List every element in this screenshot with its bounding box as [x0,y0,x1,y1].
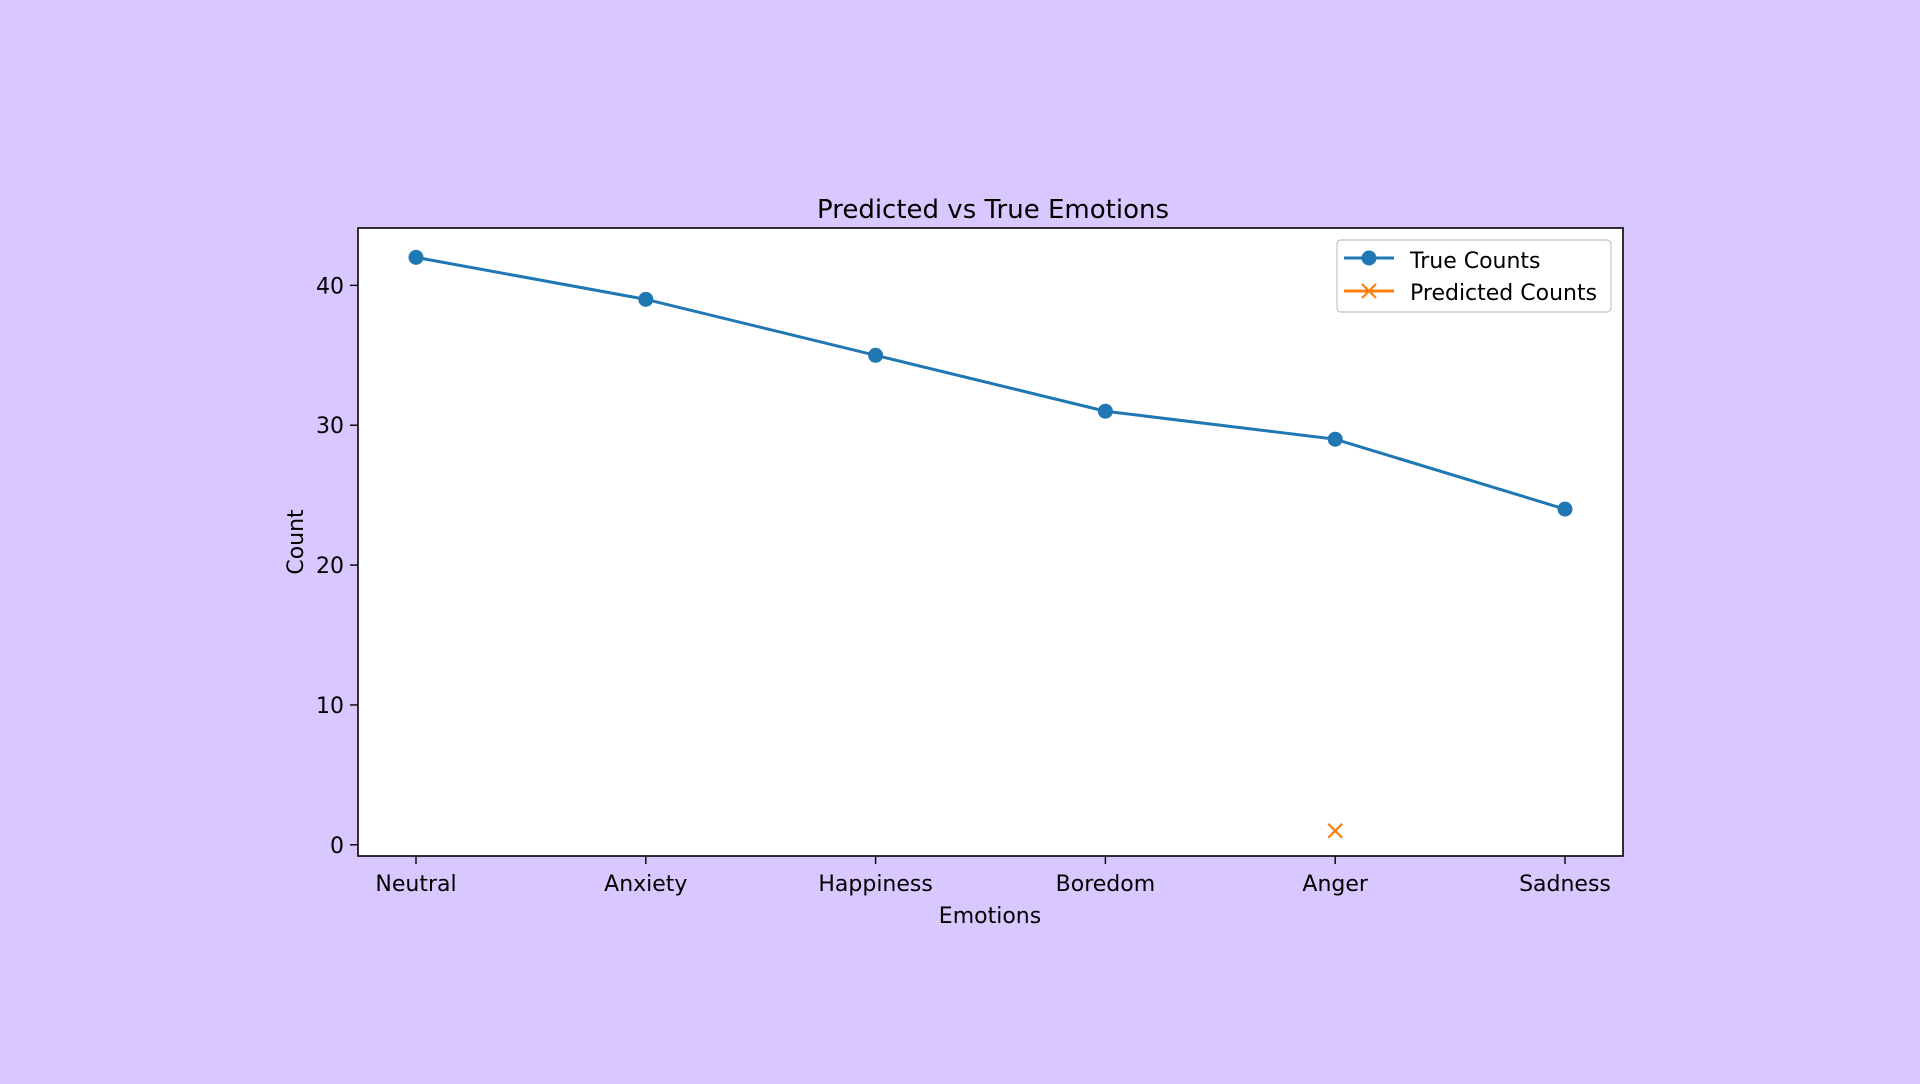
chart-title: Predicted vs True Emotions [817,195,1169,225]
legend-entry-true-counts: True Counts [1344,249,1541,274]
point-true-counts-happiness [868,347,884,363]
axis-ticks: Neutral Anxiety Happiness Boredom Anger Sadne… [316,274,1611,897]
x-tick-label-happiness: Happiness [818,872,932,897]
plot-area [358,228,1623,856]
x-axis-label: Emotions [939,904,1041,929]
legend-predicted-counts-marker [1361,283,1377,299]
y-tick-label-20: 20 [316,554,344,579]
legend-true-counts-label: True Counts [1409,249,1541,274]
legend-true-counts-marker [1361,250,1377,266]
y-tick-label-0: 0 [330,834,344,859]
legend-predicted-counts-label: Predicted Counts [1410,281,1597,306]
point-true-counts-sadness [1557,501,1573,517]
y-axis-label: Count [284,509,309,575]
legend-entry-predicted-counts: Predicted Counts [1344,281,1597,306]
x-tick-label-boredom: Boredom [1056,872,1156,897]
legend-box [1336,239,1612,313]
x-tick-label-sadness: Sadness [1519,872,1611,897]
x-tick-label-anxiety: Anxiety [604,872,687,897]
plot-frame [357,227,1624,857]
y-tick-label-10: 10 [316,694,344,719]
series-line-true-counts [415,255,1566,511]
y-tick-label-40: 40 [316,274,344,299]
point-predicted-counts-anger [1327,823,1343,839]
x-tick-label-anger: Anger [1302,872,1368,897]
y-tick-label-30: 30 [316,414,344,439]
point-true-counts-neutral [408,249,424,265]
point-true-counts-anxiety [638,291,654,307]
point-true-counts-boredom [1097,403,1113,419]
x-tick-label-neutral: Neutral [375,872,456,897]
point-true-counts-anger [1327,431,1343,447]
series-layer [408,249,1573,839]
legend: True Counts Predicted Counts [1336,239,1612,313]
